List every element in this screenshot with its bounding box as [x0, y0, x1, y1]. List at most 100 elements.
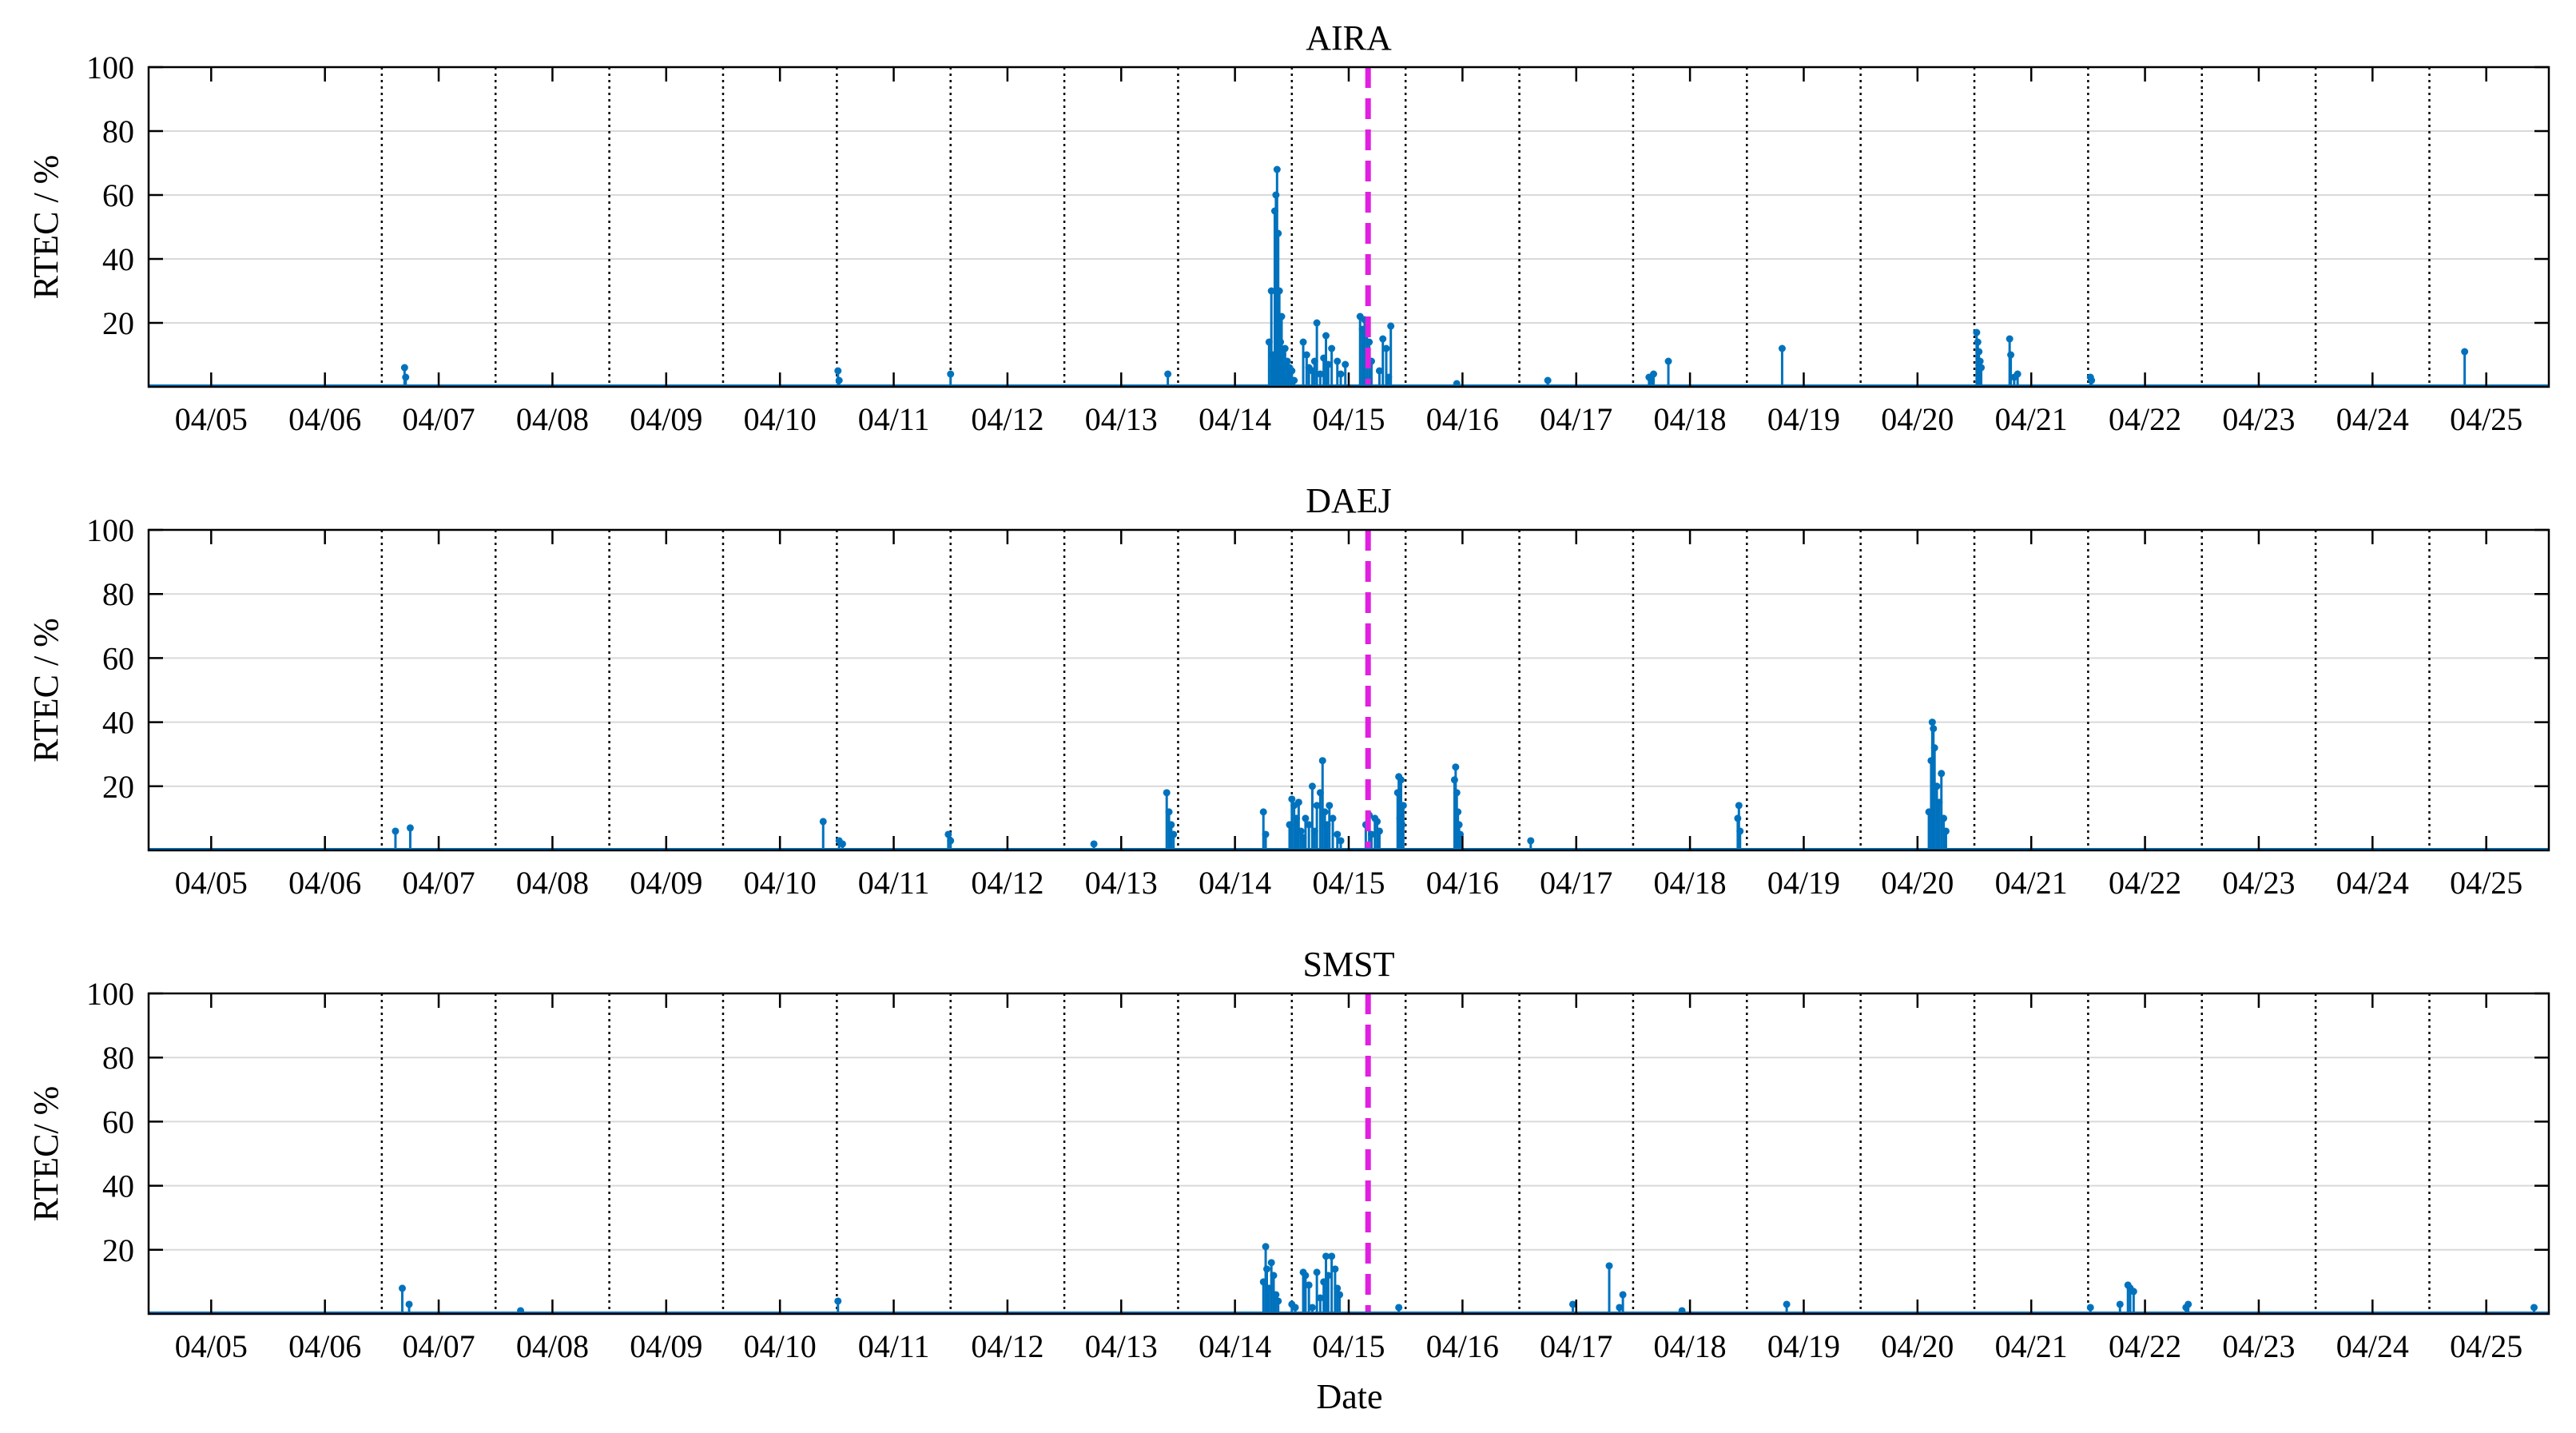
data-point — [398, 1284, 406, 1292]
data-point — [2013, 370, 2021, 378]
data-point — [1373, 818, 1381, 826]
y-tick-label: 80 — [102, 576, 134, 612]
data-point — [1375, 367, 1383, 375]
data-point — [1978, 364, 1986, 372]
data-point — [1313, 1268, 1321, 1276]
data-point — [1305, 821, 1313, 829]
data-point — [1283, 357, 1291, 365]
panel-daej: 04/05 04/06 04/07 04/08 04/09 04/10 04/11 04/12… — [26, 481, 2550, 901]
y-tick-label: 80 — [102, 113, 134, 149]
data-point — [405, 1300, 413, 1308]
x-tick-label: 04/21 — [1995, 865, 2068, 901]
data-point — [1313, 802, 1321, 810]
data-point — [1164, 370, 1172, 378]
x-tick-label: 04/17 — [1540, 401, 1612, 437]
data-point — [1270, 1272, 1278, 1280]
x-tick-label: 04/15 — [1312, 1328, 1385, 1364]
data-point — [1326, 802, 1334, 810]
data-point — [1302, 814, 1310, 822]
x-tick-label: 04/21 — [1995, 401, 2068, 437]
x-tick-label: 04/05 — [175, 401, 248, 437]
data-point — [1930, 744, 1938, 752]
panel-aira: 04/05 04/06 04/07 04/08 04/09 04/10 04/11 04/12… — [26, 18, 2550, 437]
x-tick-label: 04/24 — [2336, 401, 2409, 437]
data-point — [1308, 1304, 1316, 1312]
x-tick-label: 04/25 — [2450, 1328, 2522, 1364]
data-point — [947, 370, 955, 378]
x-tick-label: 04/23 — [2222, 1328, 2295, 1364]
x-tick-label: 04/14 — [1199, 865, 1271, 901]
data-point — [1974, 338, 1982, 346]
data-point — [1973, 328, 1981, 336]
x-tick-label: 04/12 — [971, 401, 1044, 437]
data-point — [1288, 367, 1296, 375]
x-tick-label: 04/18 — [1654, 1328, 1727, 1364]
data-point — [1267, 1259, 1275, 1267]
x-tick-label: 04/10 — [744, 865, 817, 901]
y-tick-label: 40 — [102, 705, 134, 741]
x-tick-label: 04/09 — [630, 401, 702, 437]
axes-box — [147, 992, 2550, 1316]
data-point — [1527, 837, 1535, 845]
data-point — [1382, 344, 1390, 352]
x-tick-label: 04/13 — [1085, 865, 1158, 901]
data-point — [1322, 332, 1330, 340]
data-point — [1322, 1252, 1330, 1260]
data-point — [1170, 830, 1178, 838]
data-point — [1334, 1284, 1342, 1292]
data-point — [1316, 370, 1324, 378]
data-point — [1334, 357, 1342, 365]
data-point — [819, 818, 827, 826]
data-point — [1928, 718, 1936, 726]
x-tick-label: 04/11 — [858, 865, 930, 901]
x-tick-label: 04/11 — [858, 1328, 930, 1364]
data-point — [1940, 814, 1948, 822]
x-tick-label: 04/09 — [630, 1328, 702, 1364]
data-point — [1324, 1272, 1332, 1280]
data-point — [1262, 830, 1270, 838]
data-point — [2461, 348, 2469, 356]
x-tick-label: 04/25 — [2450, 865, 2522, 901]
data-point — [1452, 763, 1460, 771]
data-point — [1273, 165, 1281, 173]
data-point — [1308, 782, 1316, 790]
data-point — [406, 824, 414, 832]
data-point — [1288, 795, 1296, 803]
chart-title: DAEJ — [1306, 481, 1392, 520]
data-point — [1619, 1291, 1627, 1299]
x-tick-label: 04/15 — [1312, 401, 1385, 437]
data-point — [834, 367, 842, 375]
data-point — [2086, 1304, 2094, 1312]
axes-box — [147, 66, 2550, 388]
x-tick-label: 04/12 — [971, 1328, 1044, 1364]
x-tick-label: 04/08 — [516, 865, 589, 901]
data-point — [1331, 1265, 1339, 1273]
x-tick-label: 04/07 — [402, 401, 475, 437]
data-point — [1278, 312, 1286, 320]
data-point — [1294, 798, 1302, 806]
data-point — [1975, 348, 1983, 356]
data-point — [1455, 821, 1463, 829]
y-tick-label: 100 — [86, 976, 134, 1012]
data-point — [1321, 808, 1329, 816]
x-tick-label: 04/10 — [744, 1328, 817, 1364]
panel-smst: 04/05 04/06 04/07 04/08 04/09 04/10 04/11 04/12… — [26, 945, 2550, 1364]
data-point — [1930, 725, 1938, 733]
x-tick-label: 04/14 — [1199, 1328, 1271, 1364]
x-tick-label: 04/07 — [402, 865, 475, 901]
data-point — [1568, 1300, 1576, 1308]
x-tick-label: 04/16 — [1426, 1328, 1499, 1364]
data-point — [1395, 1304, 1403, 1312]
x-tick-label: 04/06 — [288, 1328, 361, 1364]
x-tick-label: 04/20 — [1881, 401, 1954, 437]
x-tick-label: 04/24 — [2336, 865, 2409, 901]
x-tick-label: 04/11 — [858, 401, 930, 437]
data-point — [2129, 1288, 2137, 1296]
data-point — [1366, 338, 1373, 346]
x-tick-label: 04/19 — [1767, 1328, 1840, 1364]
x-tick-label: 04/06 — [288, 865, 361, 901]
data-point — [1336, 1291, 1344, 1299]
data-point — [1387, 322, 1395, 330]
y-tick-label: 20 — [102, 1232, 134, 1268]
x-tick-label: 04/13 — [1085, 1328, 1158, 1364]
